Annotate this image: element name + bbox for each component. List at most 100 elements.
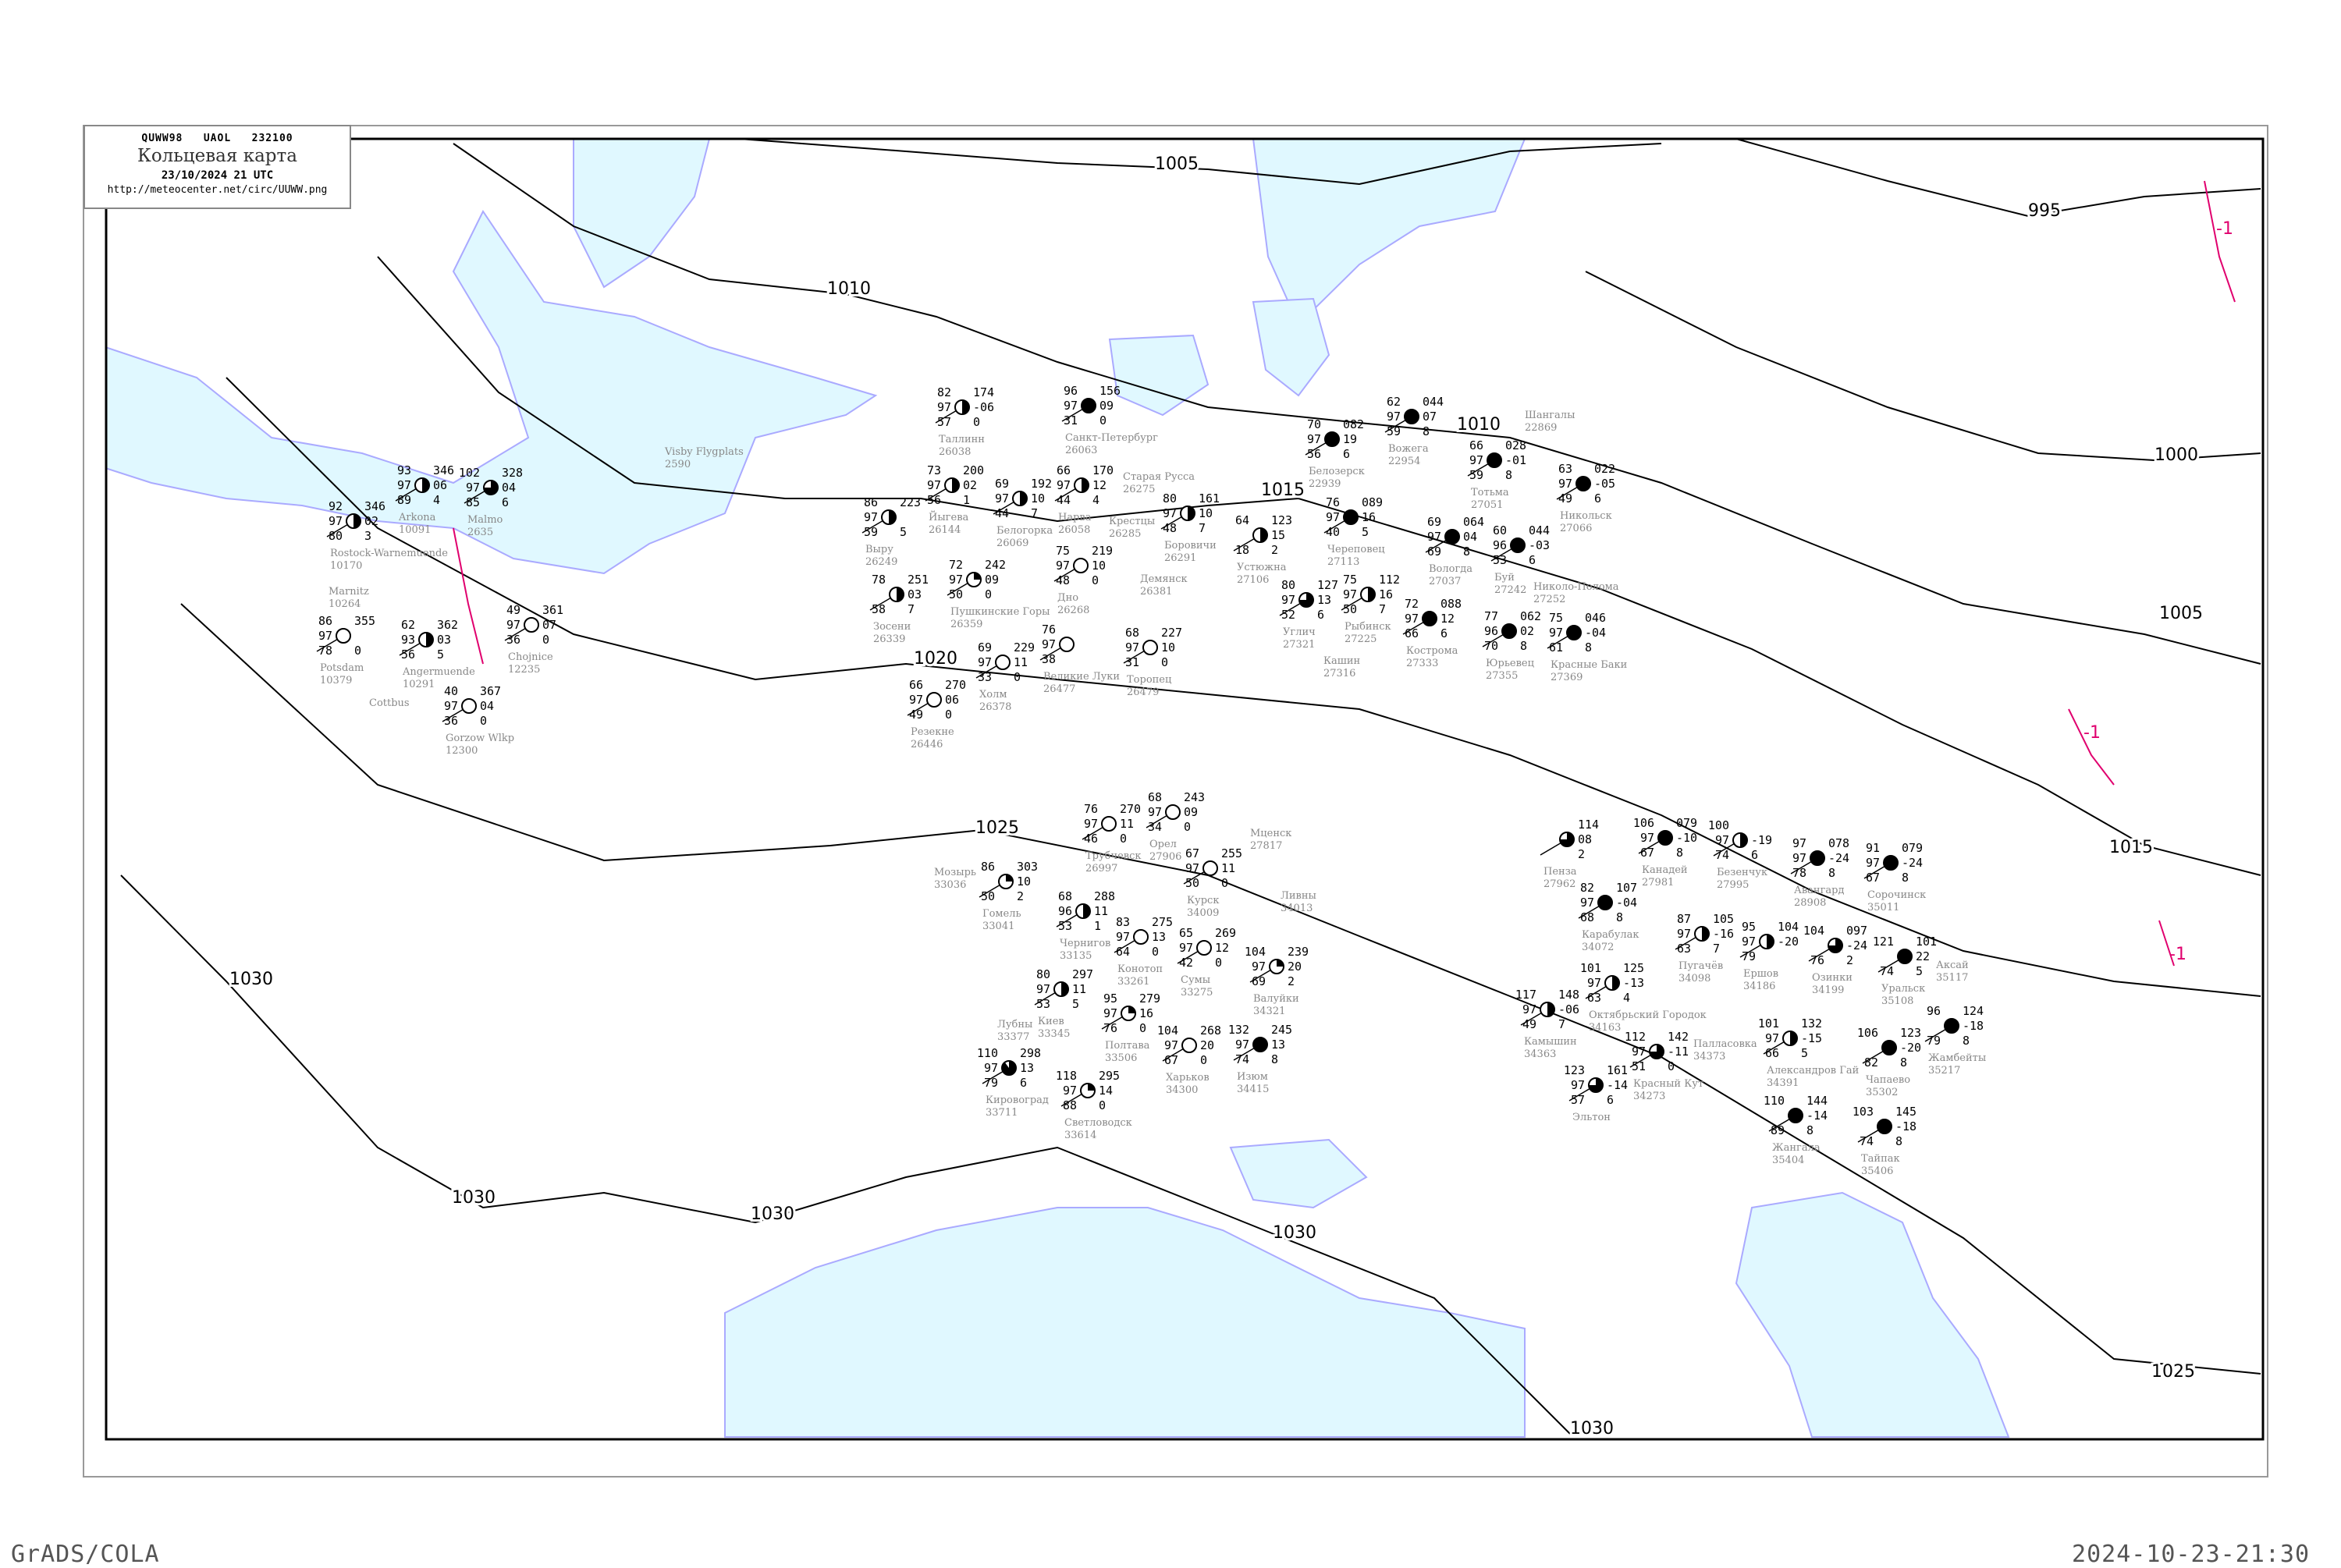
pressure-value: 362 — [437, 618, 458, 632]
station-name: Красные Баки — [1551, 659, 1627, 671]
station-Cottbus[interactable]: Cottbus — [369, 697, 410, 709]
pressure-value: 022 — [1594, 462, 1615, 476]
dewpoint-value: 74 — [1235, 1052, 1249, 1066]
temp-value: 75 — [1549, 611, 1563, 625]
vis-value: 97 — [397, 478, 411, 492]
station-id: 34199 — [1812, 984, 1844, 996]
tendency-value: 06 — [433, 478, 447, 492]
station-id: 22939 — [1309, 478, 1341, 490]
vis-value: 97 — [444, 699, 458, 713]
dewpoint-value: 78 — [1792, 866, 1806, 880]
vis-value: 97 — [1558, 477, 1572, 491]
cloud-cover-fill — [1576, 477, 1590, 491]
temp-value: 82 — [937, 385, 951, 399]
station-name: Выру — [865, 544, 893, 555]
tendency-value: 02 — [1520, 624, 1534, 638]
map-title: Кольцевая карта — [137, 146, 297, 166]
temp-value: 70 — [1307, 417, 1321, 431]
